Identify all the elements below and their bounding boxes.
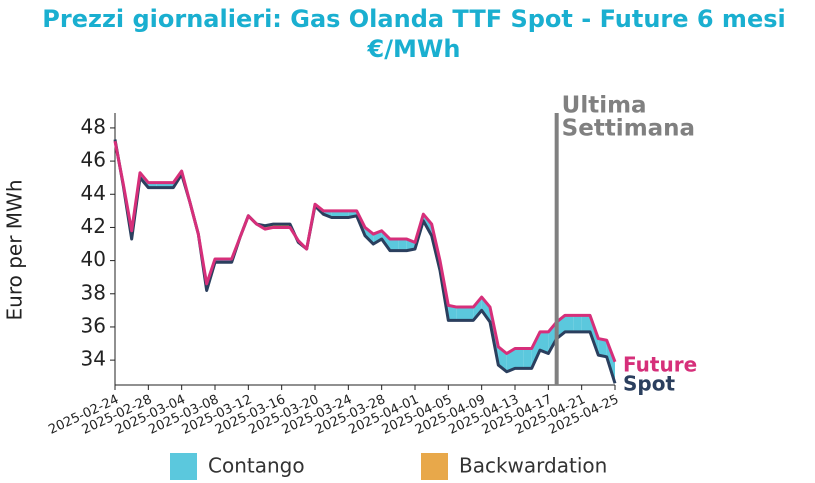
vline-label: Settimana xyxy=(562,116,695,142)
y-tick-label: 34 xyxy=(81,347,106,371)
chart-subtitle: €/MWh xyxy=(367,35,461,63)
spread-fill xyxy=(515,348,524,369)
spread-fill xyxy=(565,315,574,332)
spread-fill xyxy=(331,210,340,218)
spread-fill xyxy=(473,297,482,321)
legend-swatch xyxy=(170,453,197,480)
spread-fill xyxy=(540,331,549,354)
series-label: Future xyxy=(623,353,697,377)
series-label: Spot xyxy=(623,372,675,396)
y-tick-label: 40 xyxy=(81,247,106,271)
series-line xyxy=(113,140,617,363)
y-tick-label: 48 xyxy=(81,114,106,138)
spread-fill xyxy=(481,297,490,322)
spread-fill xyxy=(390,239,399,251)
y-tick-label: 36 xyxy=(81,313,106,337)
spread-fill xyxy=(506,348,515,372)
spread-fill xyxy=(531,331,540,369)
spread-fill xyxy=(456,307,465,321)
spread-fill xyxy=(448,305,457,321)
legend-swatch xyxy=(421,453,448,480)
legend-label: Backwardation xyxy=(459,454,607,478)
spread-fill xyxy=(581,315,590,332)
spread-fill xyxy=(523,348,532,369)
y-axis-label: Euro per MWh xyxy=(3,180,27,321)
spread-fill xyxy=(573,315,582,332)
vline-label: Ultima xyxy=(562,93,647,119)
y-tick-label: 42 xyxy=(81,214,106,238)
y-tick-label: 38 xyxy=(81,280,106,304)
legend-label: Contango xyxy=(208,454,305,478)
spread-fill xyxy=(465,307,474,321)
y-tick-label: 46 xyxy=(81,148,106,172)
y-tick-label: 44 xyxy=(81,181,106,205)
spread-fill xyxy=(340,210,349,218)
spread-fill xyxy=(598,338,607,357)
spread-fill xyxy=(398,239,407,251)
chart-title: Prezzi giornalieri: Gas Olanda TTF Spot … xyxy=(42,5,785,33)
